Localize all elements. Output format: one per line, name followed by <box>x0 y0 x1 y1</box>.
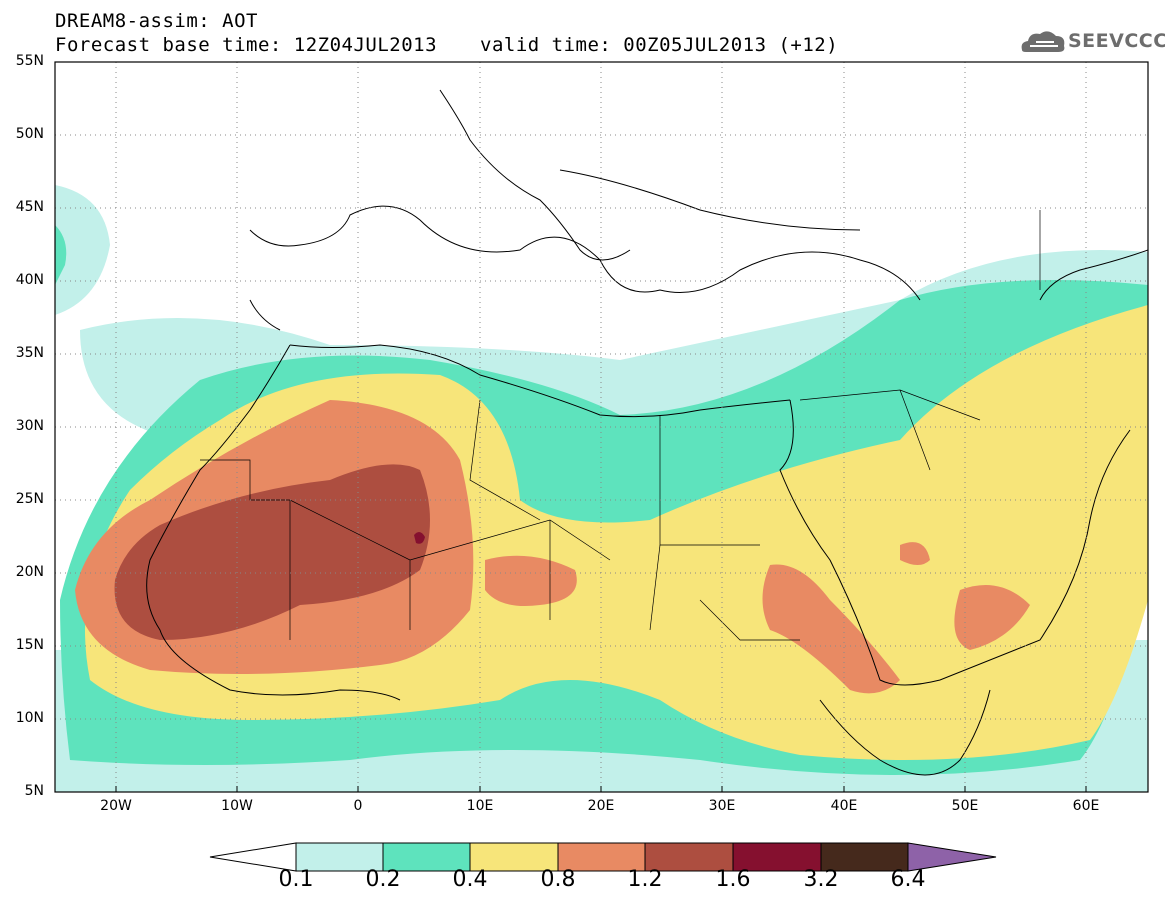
aot-shading <box>55 185 1148 792</box>
lat-label: 35N <box>15 345 44 361</box>
colorbar-label: 0.4 <box>452 867 488 892</box>
lon-label: 10E <box>466 798 494 814</box>
lat-label: 45N <box>15 199 44 215</box>
lat-label: 10N <box>15 710 44 726</box>
lon-label: 30E <box>708 798 736 814</box>
valid-time: valid time: 00Z05JUL2013 (+12) <box>480 34 839 56</box>
aot-band-0.8-1.2-arabia <box>900 542 930 565</box>
forecast-base-time: Forecast base time: 12Z04JUL2013 <box>55 34 438 56</box>
aot-max-core <box>414 531 425 544</box>
lon-label: 20E <box>587 798 615 814</box>
aot-band-1.2-1.6 <box>114 464 430 640</box>
lon-label: 60E <box>1072 798 1100 814</box>
coastlines <box>146 89 1148 776</box>
colorbar-cell <box>820 842 909 872</box>
aot-band-0.8-1.2-oman <box>954 585 1030 650</box>
colorbar-label: 0.8 <box>540 867 576 892</box>
colorbar-label: 0.1 <box>278 867 314 892</box>
colorbar-cell <box>732 842 822 872</box>
axis-ticks <box>115 786 1087 792</box>
grid-lines <box>55 62 1148 792</box>
lat-label: 30N <box>15 418 44 434</box>
cloud-icon <box>1021 31 1065 52</box>
colorbar-label: 6.4 <box>890 867 926 892</box>
lon-label: 40E <box>830 798 858 814</box>
colorbar-label: 1.2 <box>627 867 663 892</box>
lon-label: 20W <box>100 798 132 814</box>
aot-band-0.8-1.2-sudan <box>762 564 900 694</box>
lat-label: 50N <box>15 126 44 142</box>
colorbar-cell <box>469 842 559 872</box>
colorbar-cell <box>644 842 734 872</box>
colorbar-cell-over <box>907 842 997 872</box>
lon-label: 0 <box>353 798 363 814</box>
lat-label: 40N <box>15 272 44 288</box>
colorbar <box>209 842 997 872</box>
map-title: DREAM8-assim: AOT <box>55 10 258 32</box>
colorbar-label: 1.6 <box>715 867 751 892</box>
colorbar-cell <box>295 842 384 872</box>
lon-label: 10W <box>221 798 253 814</box>
aot-band-0.2-0.4-west <box>55 225 67 285</box>
colorbar-label: 0.2 <box>365 867 401 892</box>
colorbar-label: 3.2 <box>803 867 839 892</box>
lat-label: 5N <box>24 783 44 799</box>
logo-text: SEEVCCC <box>1068 30 1165 52</box>
colorbar-cell <box>382 842 471 872</box>
lat-label: 25N <box>15 491 44 507</box>
lat-label: 55N <box>15 53 44 69</box>
borders <box>200 210 1041 641</box>
lon-label: 50E <box>951 798 979 814</box>
lat-label: 15N <box>15 637 44 653</box>
aot-band-0.1-0.2 <box>55 185 110 315</box>
aot-band-0.8-1.2-niger <box>485 555 577 606</box>
lat-label: 20N <box>15 564 44 580</box>
